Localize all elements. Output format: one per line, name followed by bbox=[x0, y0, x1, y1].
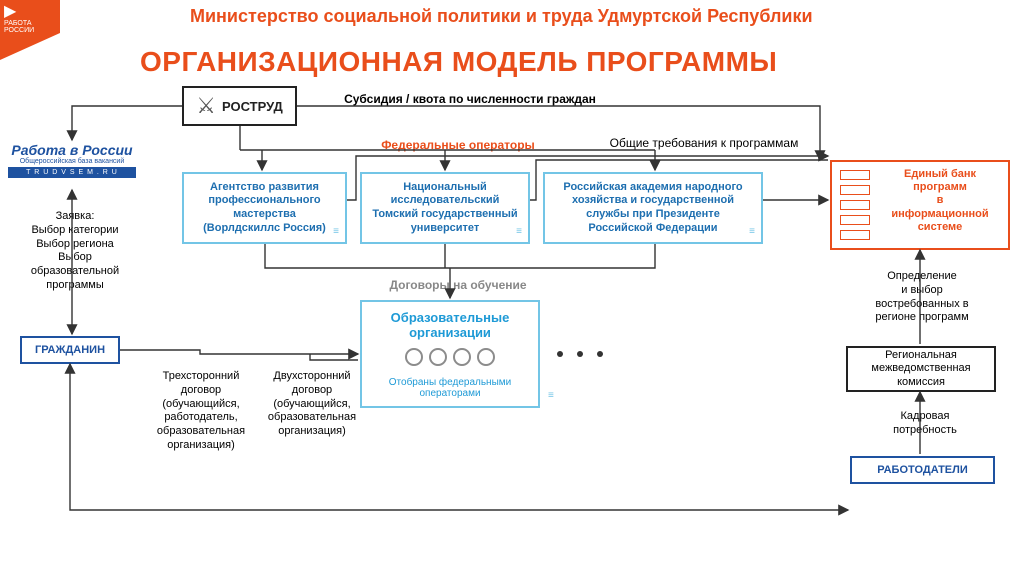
edu-box: Образовательные организации Отобраны фед… bbox=[360, 300, 540, 408]
contracts-label: Договоры на обучение bbox=[378, 278, 538, 293]
hamburger-icon: ≡ bbox=[516, 226, 522, 239]
fed-ops-label: Федеральные операторы bbox=[378, 138, 538, 153]
logo-icon: ▶ bbox=[4, 3, 16, 20]
subsidy-label: Субсидия / квота по численности граждан bbox=[320, 92, 620, 107]
logo-corner: ▶ РАБОТА РОССИИ bbox=[0, 0, 60, 60]
bi-contract-label: Двухсторонний договор (обучающийся, обра… bbox=[262, 370, 362, 439]
logo-line1: РАБОТА bbox=[4, 20, 32, 27]
hamburger-icon: ≡ bbox=[749, 226, 755, 239]
bank-box: Единый банк программ в информационной си… bbox=[830, 160, 1010, 250]
fed-op-2: Национальный исследовательский Томский г… bbox=[360, 172, 530, 244]
fed-op-2-text: Национальный исследовательский Томский г… bbox=[370, 181, 520, 236]
fed-op-1: Агентство развития профессионального мас… bbox=[182, 172, 347, 244]
tri-contract-label: Трехсторонний договор (обучающийся, рабо… bbox=[146, 370, 256, 453]
bank-rows-icon bbox=[840, 170, 870, 245]
emblem-icon: ⚔ bbox=[196, 93, 216, 119]
portal-box: Работа в России Общероссийская база вака… bbox=[8, 142, 136, 178]
portal-sub: Общероссийская база вакансий bbox=[8, 158, 136, 165]
gen-req-label: Общие требования к программам bbox=[594, 136, 814, 151]
portal-url: T R U D V S E M . R U bbox=[8, 167, 136, 178]
commission-text: Региональная межведомственная комиссия bbox=[871, 349, 970, 389]
citizen-box: ГРАЖДАНИН bbox=[20, 336, 120, 364]
rostrud-box: ⚔ РОСТРУД bbox=[182, 86, 297, 126]
fed-op-3-text: Российская академия народного хозяйства … bbox=[553, 181, 753, 236]
portal-name: Работа в России bbox=[8, 142, 136, 158]
commission-box: Региональная межведомственная комиссия bbox=[846, 346, 996, 392]
fed-op-1-text: Агентство развития профессионального мас… bbox=[192, 181, 337, 236]
edu-sub: Отобраны федеральными операторами bbox=[362, 377, 538, 399]
application-label: Заявка: Выбор категории Выбор региона Вы… bbox=[20, 210, 130, 293]
page-title: ОРГАНИЗАЦИОННАЯ МОДЕЛЬ ПРОГРАММЫ bbox=[140, 46, 777, 78]
rostrud-label: РОСТРУД bbox=[222, 99, 283, 114]
hr-need-label: Кадровая потребность bbox=[870, 410, 980, 438]
employers-box: РАБОТОДАТЕЛИ bbox=[850, 456, 995, 484]
employers-text: РАБОТОДАТЕЛИ bbox=[877, 464, 968, 476]
edu-title: Образовательные организации bbox=[362, 310, 538, 340]
fed-op-3: Российская академия народного хозяйства … bbox=[543, 172, 763, 244]
logo-line2: РОССИИ bbox=[4, 27, 34, 34]
citizen-text: ГРАЖДАНИН bbox=[35, 344, 105, 356]
hamburger-icon: ≡ bbox=[333, 226, 339, 239]
header-bar: Министерство социальной политики и труда… bbox=[0, 0, 1024, 38]
ministry-title: Министерство социальной политики и труда… bbox=[190, 6, 813, 27]
bank-text: Единый банк программ в информационной си… bbox=[878, 168, 1002, 234]
edu-circles bbox=[362, 348, 538, 371]
region-sel-label: Определение и выбор востребованных в рег… bbox=[852, 270, 992, 325]
